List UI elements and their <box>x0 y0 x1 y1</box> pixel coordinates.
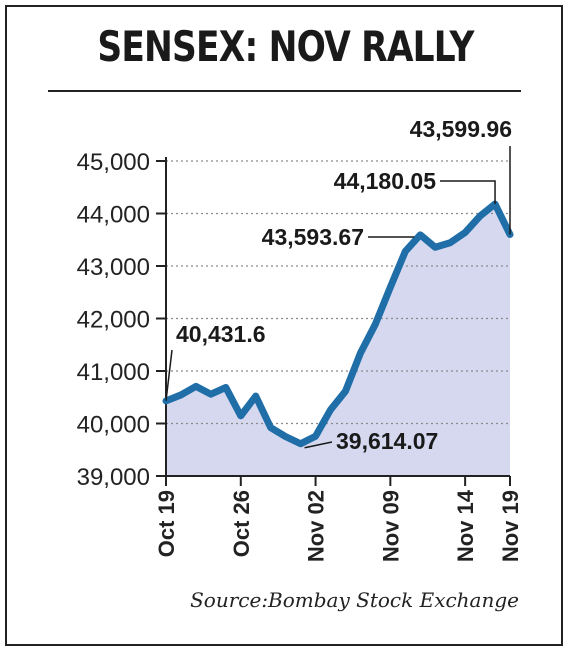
data-label: 40,431.6 <box>176 321 266 347</box>
y-tick-label: 41,000 <box>77 359 150 386</box>
data-label: 44,180.05 <box>334 168 437 194</box>
area-fill <box>166 204 510 477</box>
annotation-leader <box>440 180 496 205</box>
source-note: Source:Bombay Stock Exchange <box>190 588 519 612</box>
chart-title: SENSEX: NOV RALLY <box>97 22 474 71</box>
data-label: 39,614.07 <box>336 428 438 454</box>
y-tick-label: 43,000 <box>77 254 150 281</box>
data-label: 43,593.67 <box>262 224 364 250</box>
y-tick-label: 45,000 <box>77 149 150 176</box>
y-tick-label: 42,000 <box>77 307 150 334</box>
x-tick-label: Nov 02 <box>304 490 329 562</box>
x-tick-label: Nov 19 <box>498 490 523 562</box>
x-tick-label: Nov 09 <box>378 490 403 562</box>
series-line <box>162 200 514 448</box>
y-tick-label: 39,000 <box>77 464 150 491</box>
data-label: 43,599.96 <box>410 116 512 142</box>
annotation-leader <box>304 441 333 449</box>
x-tick-label: Oct 19 <box>154 490 179 557</box>
y-tick-label: 40,000 <box>77 412 150 439</box>
x-tick-label: Nov 14 <box>453 489 478 562</box>
x-tick-label: Oct 26 <box>229 490 254 557</box>
y-tick-label: 44,000 <box>77 202 150 229</box>
title-divider <box>48 90 521 92</box>
annotation-leader <box>165 349 173 401</box>
